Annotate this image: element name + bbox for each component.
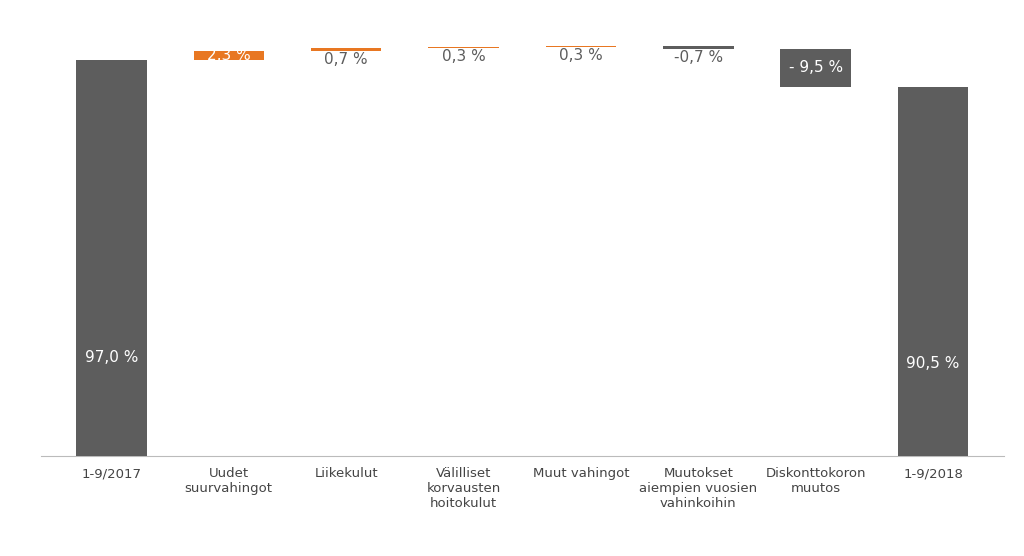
Text: 2,3 %: 2,3 %	[207, 48, 251, 63]
Bar	[428, 47, 499, 48]
Text: 97,0 %: 97,0 %	[85, 350, 138, 365]
Bar	[194, 51, 264, 61]
Text: 0,3 %: 0,3 %	[441, 49, 485, 64]
Text: -0,7 %: -0,7 %	[674, 50, 723, 65]
Text: 0,3 %: 0,3 %	[559, 48, 603, 63]
Text: 90,5 %: 90,5 %	[906, 356, 959, 371]
Bar	[780, 48, 851, 87]
Text: - 9,5 %: - 9,5 %	[788, 61, 843, 76]
Bar	[546, 46, 616, 47]
Bar	[76, 61, 146, 456]
Bar	[311, 48, 381, 51]
Bar	[664, 46, 733, 48]
Text: 0,7 %: 0,7 %	[325, 52, 368, 67]
Bar	[898, 87, 969, 456]
